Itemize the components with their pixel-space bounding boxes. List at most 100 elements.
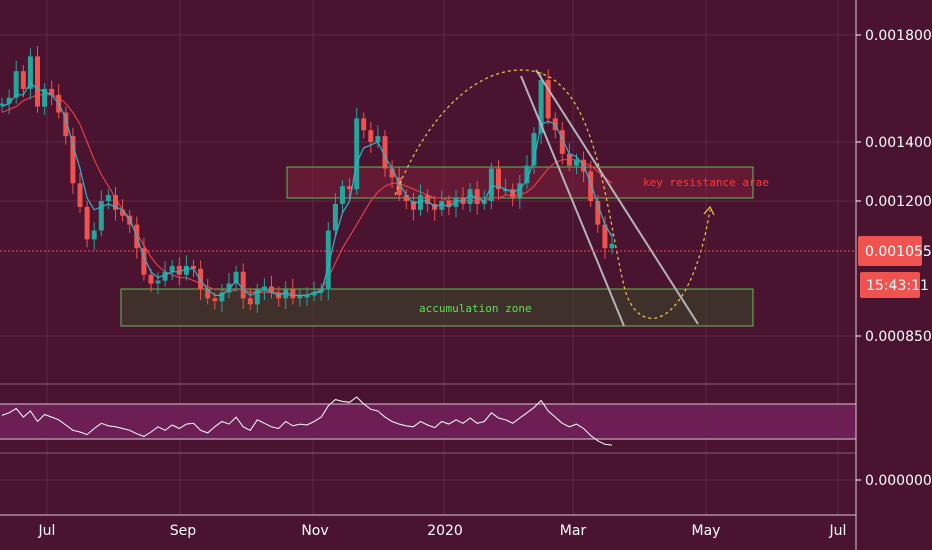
candle-body [240, 271, 246, 299]
candle-body [155, 280, 161, 284]
timer-badge [860, 272, 920, 298]
candle-body [403, 195, 409, 201]
candle-body [566, 153, 572, 166]
candle-body [304, 295, 310, 298]
candle-body [247, 298, 253, 305]
candle-body [162, 271, 168, 281]
price-badge-text: 0.001055 [865, 244, 932, 260]
y-tick-label: 0.001800 [865, 28, 932, 44]
grid-lines [0, 0, 856, 515]
candle-body [354, 118, 360, 190]
candle-body [226, 283, 232, 293]
candle-body [91, 230, 97, 240]
candle-body [588, 171, 594, 201]
candle-body [559, 130, 565, 154]
candle-body [290, 289, 296, 299]
candle-body [42, 88, 48, 107]
candle-body [141, 248, 147, 275]
candle-body [382, 136, 388, 169]
x-tick-label: May [692, 523, 721, 539]
candle-body [538, 80, 544, 134]
candle-body [425, 195, 431, 204]
x-tick-label: Mar [560, 523, 587, 539]
ma-fast-line [1, 82, 613, 297]
x-tick-label: Jul [38, 523, 56, 539]
candle-body [176, 265, 182, 275]
candle-body [77, 183, 83, 207]
candle-body [120, 209, 126, 216]
candle-body [63, 112, 69, 137]
candle-body [375, 136, 381, 142]
candle-body [169, 265, 175, 272]
indicator-tick-label: 0.000000 [865, 473, 932, 489]
candle-body [453, 198, 459, 207]
candle-body [49, 88, 55, 95]
candle-body [418, 195, 423, 210]
y-tick-label: 0.001200 [865, 194, 932, 210]
candle-body [410, 201, 416, 210]
candle-body [574, 159, 579, 166]
candle-body [212, 298, 218, 302]
candle-body [70, 136, 76, 184]
price-badge [858, 236, 922, 266]
candle-body [269, 286, 274, 293]
candles [0, 45, 615, 313]
projection-path[interactable] [394, 69, 711, 319]
candle-body [13, 71, 19, 98]
candle-body [368, 130, 374, 142]
candle-body [84, 206, 90, 240]
candle-body [0, 103, 5, 106]
candle-body [332, 203, 338, 231]
resistance-label: key resistance arae [643, 176, 769, 189]
candle-body [496, 168, 501, 190]
candle-body [219, 292, 225, 302]
channel-line-lower[interactable] [520, 75, 625, 327]
candle-body [105, 195, 111, 201]
candle-body [467, 189, 473, 204]
candle-body [6, 97, 12, 104]
candle-body [510, 189, 516, 198]
timer-badge-text: 15:43:11 [866, 278, 929, 294]
candle-body [524, 165, 530, 184]
candle-body [439, 201, 445, 210]
candle-body [148, 274, 154, 284]
candle-body [35, 56, 40, 107]
y-tick-label: 0.000850 [865, 329, 932, 345]
projection-arrowhead [703, 205, 715, 216]
candle-body [361, 118, 367, 131]
candle-body [311, 292, 317, 296]
x-tick-label: Sep [170, 523, 197, 539]
candle-body [474, 189, 480, 204]
x-tick-label: 2020 [427, 523, 463, 539]
candle-body [389, 168, 395, 178]
candle-body [503, 189, 509, 192]
candle-body [205, 289, 211, 299]
accumulation-zone[interactable] [120, 288, 754, 327]
candle-body [98, 201, 104, 231]
candle-body [595, 201, 601, 225]
candle-body [446, 201, 452, 207]
x-tick-label: Jul [829, 523, 847, 539]
candle-body [396, 177, 402, 196]
candle-body [261, 286, 267, 290]
indicator-band [0, 404, 856, 439]
candle-body [254, 289, 260, 305]
candle-body [531, 133, 537, 166]
candle-body [297, 295, 303, 299]
candle-body [191, 265, 196, 269]
candle-body [609, 243, 615, 249]
candle-body [183, 265, 189, 275]
accumulation-label: accumulation zone [419, 302, 532, 315]
channel-line-upper[interactable] [535, 69, 699, 325]
candle-body [602, 224, 608, 249]
candle-body [198, 268, 204, 290]
candle-body [20, 71, 26, 89]
candle-body [340, 186, 345, 204]
indicator-line [1, 396, 613, 446]
candle-body [488, 168, 494, 201]
candle-body [325, 230, 331, 290]
candle-body [517, 183, 523, 199]
candle-body [27, 56, 33, 89]
